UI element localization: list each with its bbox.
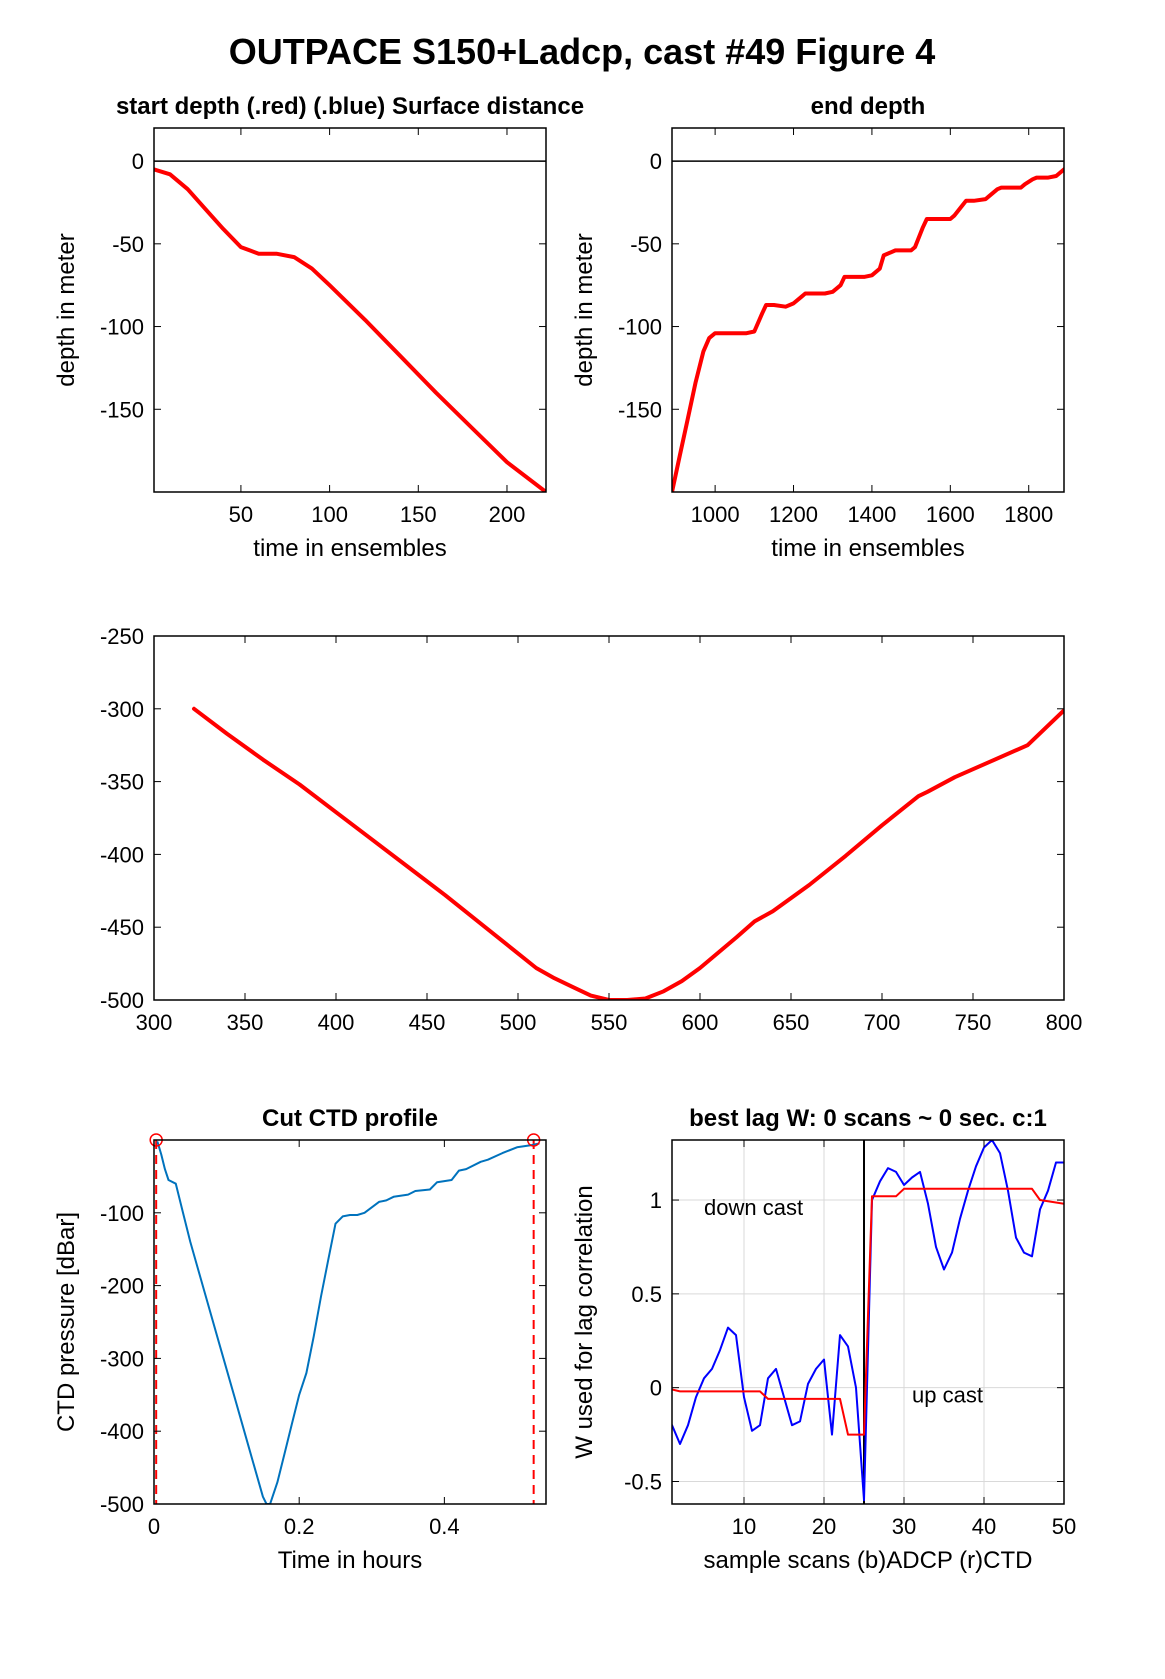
- y-tick-label: -500: [100, 1492, 144, 1517]
- x-tick-label: 0.2: [284, 1514, 315, 1539]
- x-tick-label: 200: [489, 502, 526, 527]
- annotation-up-cast: up cast: [912, 1383, 983, 1408]
- y-tick-label: 0: [132, 149, 144, 174]
- series-line-0: [156, 1141, 540, 1504]
- y-tick-label: 0: [650, 1376, 662, 1401]
- y-tick-label: -400: [100, 1419, 144, 1444]
- x-tick-label: 1800: [1004, 502, 1053, 527]
- x-tick-label: 1600: [926, 502, 975, 527]
- x-tick-label: 650: [773, 1010, 810, 1035]
- subplot-best-lag: 10 20 30 40 50 1 0.5 0 -0.5 best lag W: 0 scans ~…: [571, 1105, 1076, 1574]
- y-tick-label: -100: [100, 1201, 144, 1226]
- x-tick-label: 1200: [769, 502, 818, 527]
- y-tick-label: -150: [618, 397, 662, 422]
- x-tick-label: 40: [972, 1514, 996, 1539]
- y-tick-label: 1: [650, 1188, 662, 1213]
- y-tick-label: -100: [100, 315, 144, 340]
- subplot-title: Cut CTD profile: [262, 1105, 438, 1132]
- subplot-title: start depth (.red) (.blue) Surface dista…: [116, 93, 584, 120]
- y-tick-label: -300: [100, 697, 144, 722]
- y-tick-label: 0.5: [631, 1282, 662, 1307]
- x-tick-label: 700: [864, 1010, 901, 1035]
- x-tick-label: 350: [227, 1010, 264, 1035]
- axes-box: [153, 635, 1065, 1001]
- x-tick-label: 1000: [691, 502, 740, 527]
- x-tick-label: 50: [1052, 1514, 1076, 1539]
- x-tick-label: 20: [812, 1514, 836, 1539]
- x-axis-label: sample scans (b)ADCP (r)CTD: [704, 1547, 1033, 1574]
- x-tick-label: 800: [1046, 1010, 1083, 1035]
- subplot-end-depth: 1000 1200 1400 1600 1800 0 -50 -100 -150 end dept…: [571, 93, 1065, 562]
- y-tick-label: -0.5: [624, 1469, 662, 1494]
- axes-box: [153, 1139, 547, 1505]
- axes-box: [671, 127, 1065, 493]
- y-tick-label: -50: [630, 232, 662, 257]
- x-tick-label: 450: [409, 1010, 446, 1035]
- y-tick-label: -500: [100, 988, 144, 1013]
- annotation-down-cast: down cast: [704, 1195, 803, 1220]
- x-tick-label: 600: [682, 1010, 719, 1035]
- x-tick-label: 400: [318, 1010, 355, 1035]
- y-tick-label: 0: [650, 149, 662, 174]
- y-tick-label: -300: [100, 1346, 144, 1371]
- subplot-title: end depth: [811, 93, 926, 120]
- y-tick-label: -250: [100, 624, 144, 649]
- subplot-start-depth: 50 100 150 200 0 -50 -100 -150 start depth (.red…: [53, 93, 584, 562]
- x-tick-label: 100: [311, 502, 348, 527]
- x-tick-label: 30: [892, 1514, 916, 1539]
- y-axis-label: CTD pressure [dBar]: [53, 1212, 80, 1432]
- x-tick-label: 300: [136, 1010, 173, 1035]
- x-tick-label: 500: [500, 1010, 537, 1035]
- x-tick-label: 150: [400, 502, 437, 527]
- x-tick-label: 0: [148, 1514, 160, 1539]
- x-tick-label: 550: [591, 1010, 628, 1035]
- subplot-depth-profile: 300 350 400 450 500 550 600 650 700 750 800 -250 -30…: [100, 624, 1082, 1035]
- y-tick-label: -450: [100, 915, 144, 940]
- subplot-cut-ctd-profile: 0 0.2 0.4 -100 -200 -300 -400 -500 Cut CTD profi…: [53, 1105, 547, 1574]
- y-axis-label: depth in meter: [53, 233, 80, 386]
- y-tick-label: -200: [100, 1274, 144, 1299]
- y-tick-label: -350: [100, 770, 144, 795]
- subplot-title: best lag W: 0 scans ~ 0 sec. c:1: [689, 1105, 1047, 1132]
- y-axis-label: W used for lag correlation: [571, 1185, 598, 1458]
- series-line-0: [672, 167, 1064, 492]
- axes-box: [671, 1139, 1065, 1505]
- x-axis-label: time in ensembles: [253, 535, 446, 562]
- y-tick-label: -50: [112, 232, 144, 257]
- series-line-0: [672, 1140, 1064, 1502]
- series-line-0: [192, 706, 1064, 1000]
- x-axis-label: time in ensembles: [771, 535, 964, 562]
- x-tick-label: 50: [229, 502, 253, 527]
- series-line-1: [672, 1187, 1064, 1436]
- series-line-0: [154, 167, 546, 492]
- axes-box: [153, 127, 547, 493]
- y-tick-label: -100: [618, 315, 662, 340]
- y-tick-label: -400: [100, 842, 144, 867]
- x-axis-label: Time in hours: [278, 1547, 423, 1574]
- figure-title: OUTPACE S150+Ladcp, cast #49 Figure 4: [229, 31, 936, 72]
- y-tick-label: -150: [100, 397, 144, 422]
- x-tick-label: 0.4: [429, 1514, 460, 1539]
- y-axis-label: depth in meter: [571, 233, 598, 386]
- x-tick-label: 750: [955, 1010, 992, 1035]
- x-tick-label: 10: [732, 1514, 756, 1539]
- x-tick-label: 1400: [847, 502, 896, 527]
